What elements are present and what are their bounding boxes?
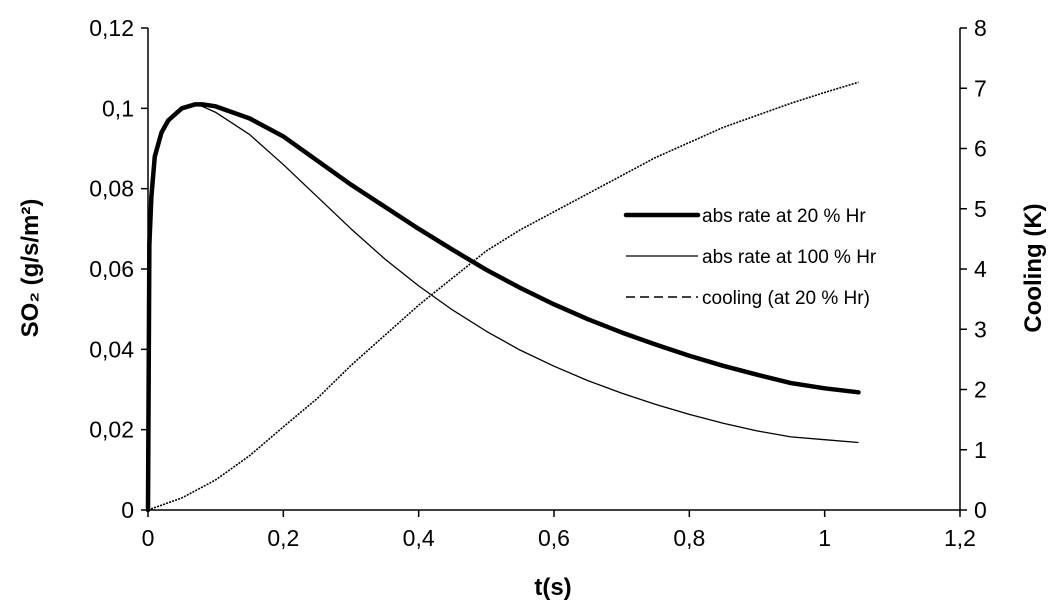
y-left-tick-label: 0,08 bbox=[89, 176, 134, 202]
legend-label-2: abs rate at 100 % Hr bbox=[702, 247, 877, 268]
legend-label-1: abs rate at 20 % Hr bbox=[702, 206, 866, 227]
x-tick-label: 0,6 bbox=[538, 525, 570, 551]
series-line-3 bbox=[147, 81, 859, 511]
y-left-tick-label: 0,04 bbox=[89, 336, 134, 362]
series-layer bbox=[145, 81, 861, 513]
y-left-tick-label: 0,12 bbox=[89, 15, 134, 41]
x-tick-label: 0,4 bbox=[403, 525, 435, 551]
y-right-tick-label: 1 bbox=[974, 437, 987, 463]
y-right-tick-label: 4 bbox=[974, 256, 987, 282]
y-right-tick-label: 6 bbox=[974, 136, 987, 162]
x-tick-label: 1 bbox=[818, 525, 831, 551]
y-right-tick-label: 5 bbox=[974, 196, 987, 222]
y-axis-left-label: SO₂ (g/s/m²) bbox=[17, 199, 44, 338]
legend: abs rate at 20 % Hr abs rate at 100 % Hr c… bbox=[623, 206, 877, 309]
legend-label-3: cooling (at 20 % Hr) bbox=[702, 288, 870, 309]
y-right-tick-label: 2 bbox=[974, 377, 987, 403]
series-line-2 bbox=[147, 103, 859, 511]
y-axis-right-label: Cooling (K) bbox=[1020, 203, 1047, 332]
x-tick-label: 1,2 bbox=[944, 525, 976, 551]
x-tick-label: 0,8 bbox=[673, 525, 705, 551]
axes: 0 0,2 0,4 0,6 0,8 1 1,200,020,040,060,080,10,1… bbox=[89, 15, 987, 551]
y-left-tick-label: 0,02 bbox=[89, 417, 134, 443]
y-right-tick-label: 8 bbox=[974, 15, 987, 41]
x-tick-label: 0,2 bbox=[267, 525, 299, 551]
y-left-tick-label: 0,06 bbox=[89, 256, 134, 282]
y-right-tick-label: 3 bbox=[974, 316, 987, 342]
x-axis-label: t(s) bbox=[534, 574, 571, 601]
y-left-tick-label: 0,1 bbox=[102, 95, 134, 121]
y-right-tick-label: 7 bbox=[974, 75, 987, 101]
y-left-tick-label: 0 bbox=[121, 497, 134, 523]
x-tick-label: 0 bbox=[142, 525, 155, 551]
y-right-tick-label: 0 bbox=[974, 497, 987, 523]
